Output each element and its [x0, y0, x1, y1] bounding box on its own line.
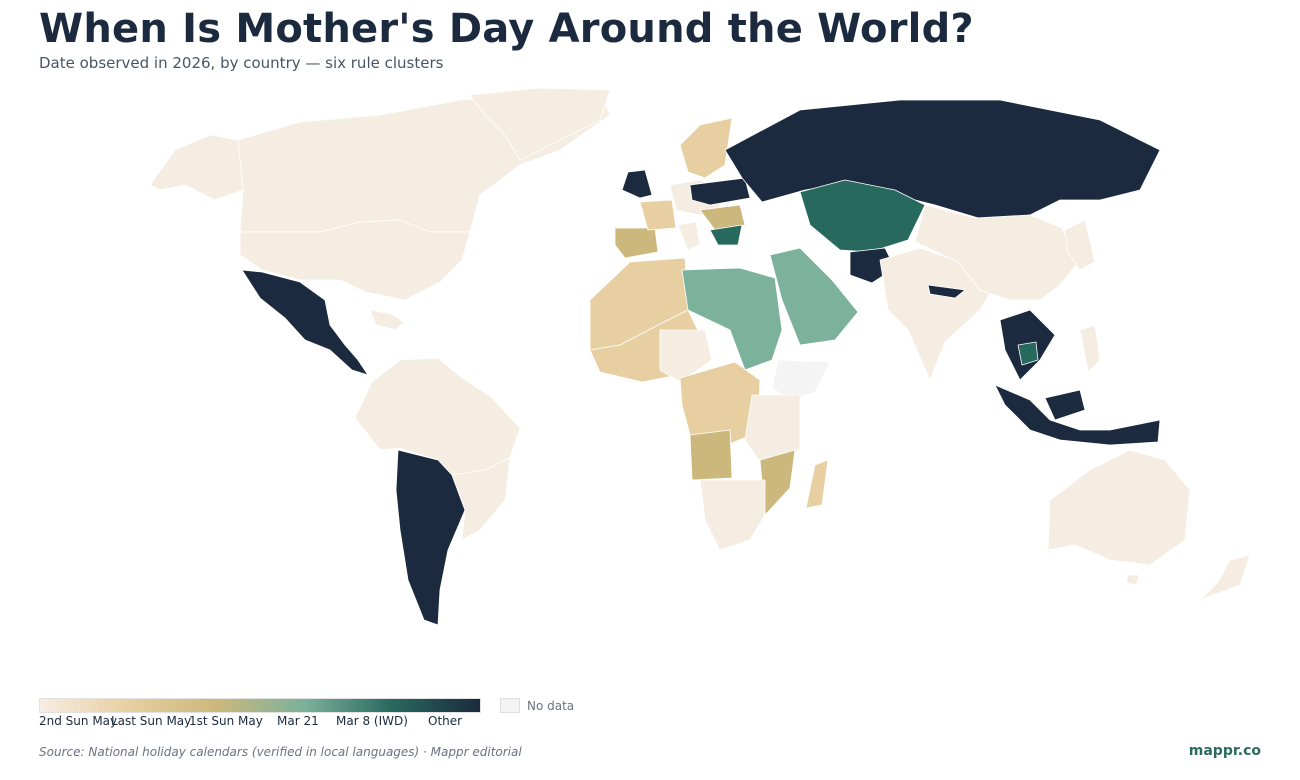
region-angola[interactable] [689, 429, 733, 481]
region-alaska[interactable] [149, 134, 244, 201]
map-subtitle: Date observed in 2026, by country — six … [39, 54, 444, 72]
region-caribbean[interactable] [369, 309, 405, 331]
region-south-america-north[interactable] [354, 357, 521, 476]
region-cambodia[interactable] [1017, 341, 1039, 366]
region-south-america-south[interactable] [395, 449, 466, 626]
source-note: Source: National holiday calendars (veri… [39, 745, 522, 759]
region-philippines[interactable] [1079, 324, 1101, 373]
map-title: When Is Mother's Day Around the World? [39, 6, 974, 52]
legend-color-bar [39, 698, 481, 713]
legend-label-last-sun-may: Last Sun May [111, 714, 192, 728]
region-indonesia[interactable] [994, 384, 1161, 446]
legend-label-mar-21: Mar 21 [277, 714, 319, 728]
region-korea-japan[interactable] [1064, 219, 1096, 271]
region-italy[interactable] [677, 221, 701, 251]
region-borneo[interactable] [1044, 389, 1086, 421]
legend-label-other: Other [428, 714, 463, 728]
region-caspian[interactable] [927, 284, 966, 299]
region-usa[interactable] [239, 219, 471, 301]
region-tasmania[interactable] [1125, 574, 1141, 586]
region-mexico[interactable] [241, 269, 369, 376]
region-south-asia[interactable] [879, 247, 993, 381]
region-brazil-south[interactable] [451, 457, 511, 541]
region-scandinavia[interactable] [679, 117, 733, 179]
legend-label-2nd-sun-may: 2nd Sun May [39, 714, 118, 728]
legend-label-mar-8-iwd: Mar 8 (IWD) [336, 714, 408, 728]
region-madagascar[interactable] [805, 459, 829, 509]
region-balkans[interactable] [709, 224, 743, 246]
region-sahel-east[interactable] [659, 329, 713, 383]
legend-label-1st-sun-may: 1st Sun May [189, 714, 263, 728]
region-horn-of-africa[interactable] [771, 359, 831, 401]
region-iberia[interactable] [614, 227, 659, 259]
region-france[interactable] [639, 199, 677, 231]
world-map [149, 87, 1251, 626]
region-central-asia[interactable] [799, 179, 926, 253]
region-australia[interactable] [1047, 449, 1191, 566]
brand-logo-text[interactable]: mappr.co [1188, 743, 1261, 759]
region-china-east-asia[interactable] [914, 204, 1081, 301]
region-uk-ireland[interactable] [621, 169, 653, 199]
legend-no-data-label: No data [527, 699, 575, 713]
region-southeast-europe[interactable] [699, 204, 746, 231]
legend: 2nd Sun May Last Sun May 1st Sun May Mar… [39, 698, 579, 732]
region-russia[interactable] [724, 99, 1161, 221]
region-arabia[interactable] [769, 247, 859, 346]
region-southern-africa[interactable] [699, 479, 766, 551]
legend-no-data-swatch [500, 698, 520, 713]
region-libya-egypt-sudan[interactable] [681, 267, 783, 371]
region-greenland[interactable] [469, 87, 611, 161]
region-central-africa[interactable] [679, 361, 761, 449]
region-poland-belarus[interactable] [689, 177, 751, 206]
region-new-zealand[interactable] [1199, 554, 1251, 601]
